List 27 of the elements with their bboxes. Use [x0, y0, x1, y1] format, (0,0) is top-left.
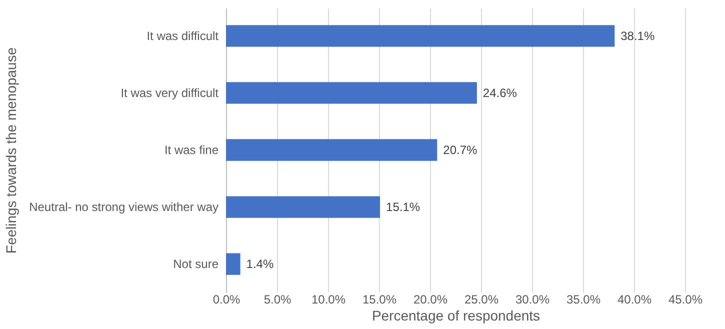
bar [226, 82, 477, 104]
bar [226, 196, 380, 218]
bar [226, 253, 240, 275]
x-axis-title: Percentage of respondents [372, 308, 540, 324]
x-tick-label: 0.0% [212, 292, 240, 306]
data-label: 15.1% [386, 200, 420, 214]
data-label: 24.6% [482, 86, 518, 100]
x-tick-label: 45.0% [668, 292, 703, 306]
y-tick-label: It was fine [164, 143, 219, 157]
data-label: 1.4% [246, 257, 274, 272]
y-tick-label: Neutral- no strong views wither way [29, 200, 218, 214]
data-label: 38.1% [620, 28, 655, 43]
y-tick-label: It was difficult [146, 28, 220, 43]
x-tick-label: 25.0% [464, 292, 499, 306]
x-tick-label: 30.0% [515, 292, 550, 306]
bar [226, 25, 615, 47]
data-label: 20.7% [443, 143, 478, 157]
y-tick-label: Not sure [173, 257, 219, 272]
x-tick-label: 20.0% [413, 292, 448, 306]
x-tick-label: 5.0% [264, 292, 292, 306]
x-tick-label: 15.0% [362, 292, 397, 306]
y-axis-title: Feelings towards the menopause [3, 47, 20, 254]
x-tick-label: 10.0% [311, 292, 346, 306]
bar [226, 139, 438, 161]
y-tick-label: It was very difficult [120, 86, 220, 100]
x-tick-label: 35.0% [566, 292, 601, 306]
x-tick-label: 40.0% [617, 292, 652, 306]
